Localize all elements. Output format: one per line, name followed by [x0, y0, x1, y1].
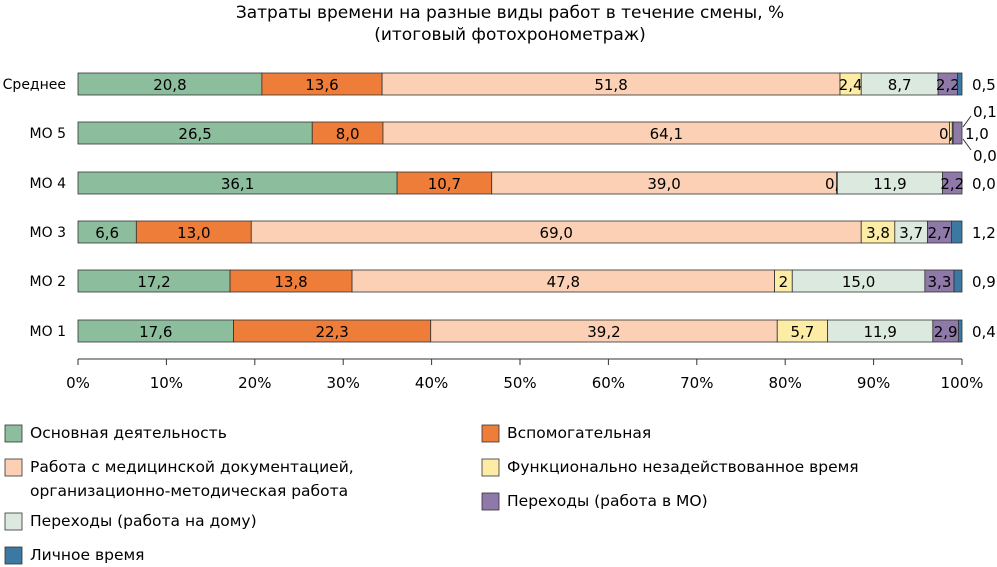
- data-label: 17,2: [137, 273, 170, 291]
- category-label: Среднее: [3, 77, 66, 93]
- x-tick-label: 20%: [238, 374, 271, 392]
- bars-group: Среднее 20,8 13,6 51,8 2,4 8,7 2,2 0,5 МО 5 26,5 8…: [3, 72, 997, 343]
- data-label: 8,7: [888, 76, 912, 94]
- data-label: 13,0: [177, 224, 210, 242]
- legend: Основная деятельность Работа с медицинско…: [4, 424, 859, 565]
- outside-label: 0,1: [973, 103, 997, 121]
- legend-label: Личное время: [30, 546, 145, 564]
- data-label: 3,7: [899, 224, 923, 242]
- data-label: 10,7: [428, 175, 461, 193]
- legend-label: Вспомогательная: [507, 424, 651, 442]
- data-label: 2,7: [928, 224, 952, 242]
- legend-swatch: [4, 546, 23, 565]
- data-label: 39,0: [647, 175, 680, 193]
- outside-label: 0,0: [972, 175, 996, 193]
- outside-label: 1,2: [972, 224, 996, 242]
- x-tick-label: 0%: [66, 374, 90, 392]
- x-tick-label: 100%: [941, 374, 984, 392]
- bar-segment: [958, 319, 963, 343]
- data-label: 17,6: [139, 323, 172, 341]
- bar-segment: [952, 121, 963, 145]
- leader-line: [962, 115, 972, 128]
- category-label: МО 3: [30, 225, 66, 241]
- legend-swatch: [481, 424, 500, 443]
- x-tick-label: 70%: [680, 374, 713, 392]
- outside-label: 0,9: [972, 273, 996, 291]
- chart-title: Затраты времени на разные виды работ в т…: [236, 3, 784, 23]
- data-label: 6,6: [95, 224, 119, 242]
- legend-label: Основная деятельность: [30, 424, 227, 442]
- data-label: 2,9: [934, 323, 958, 341]
- category-label: МО 2: [30, 274, 66, 290]
- data-label: 36,1: [221, 175, 254, 193]
- legend-label: Работа с медицинской документацией,: [30, 458, 354, 476]
- legend-swatch: [4, 512, 23, 531]
- data-label: 2,2: [940, 175, 964, 193]
- legend-label: организационно-методическая работа: [30, 482, 348, 500]
- legend-swatch: [481, 458, 500, 477]
- legend-swatch: [4, 424, 23, 443]
- outside-label: 0,5: [972, 76, 996, 94]
- x-tick-label: 30%: [327, 374, 360, 392]
- bar-segment: [950, 220, 963, 244]
- data-label: 2,4: [839, 76, 863, 94]
- outside-label: 0,4: [972, 323, 996, 341]
- data-label: 2,2: [936, 76, 960, 94]
- data-label: 64,1: [650, 125, 683, 143]
- data-label: 13,8: [274, 273, 307, 291]
- category-label: МО 4: [30, 176, 67, 192]
- legend-swatch: [481, 492, 500, 511]
- legend-label: Переходы (работа в МО): [507, 492, 708, 510]
- data-label: 11,9: [873, 175, 906, 193]
- outside-label: 0,0: [973, 147, 997, 165]
- data-label: 5,7: [791, 323, 815, 341]
- data-label: 26,5: [178, 125, 211, 143]
- data-label: 13,6: [305, 76, 338, 94]
- data-label: 20,8: [153, 76, 186, 94]
- category-label: МО 5: [30, 126, 66, 142]
- data-label: 39,2: [587, 323, 620, 341]
- x-tick-label: 10%: [150, 374, 183, 392]
- leader-line: [962, 138, 972, 151]
- category-label: МО 1: [30, 324, 66, 340]
- x-tick-label: 40%: [415, 374, 448, 392]
- data-label: 22,3: [315, 323, 348, 341]
- legend-swatch: [4, 458, 23, 477]
- x-axis: 0% 10% 20% 30% 40% 50% 60% 70% 80% 90% 100%: [66, 358, 984, 392]
- data-label: 3,3: [928, 273, 952, 291]
- data-label: 8,0: [336, 125, 360, 143]
- chart-subtitle: (итоговый фотохронометраж): [374, 25, 646, 45]
- bar-segment: [957, 72, 963, 96]
- bar-segment: [942, 171, 963, 195]
- data-label: 51,8: [594, 76, 627, 94]
- data-label: 11,9: [864, 323, 897, 341]
- x-tick-label: 80%: [769, 374, 802, 392]
- data-label: 2: [779, 273, 789, 291]
- x-tick-label: 90%: [857, 374, 890, 392]
- x-tick-label: 50%: [503, 374, 536, 392]
- legend-label: Функционально незадействованное время: [507, 458, 859, 476]
- data-label: 69,0: [540, 224, 573, 242]
- data-label: 47,8: [547, 273, 580, 291]
- outside-label: 1,0: [965, 125, 989, 143]
- bar-segment: [953, 269, 963, 293]
- data-label: 3,8: [866, 224, 890, 242]
- x-tick-label: 60%: [592, 374, 625, 392]
- legend-label: Переходы (работа на дому): [30, 512, 257, 530]
- data-label: 15,0: [842, 273, 875, 291]
